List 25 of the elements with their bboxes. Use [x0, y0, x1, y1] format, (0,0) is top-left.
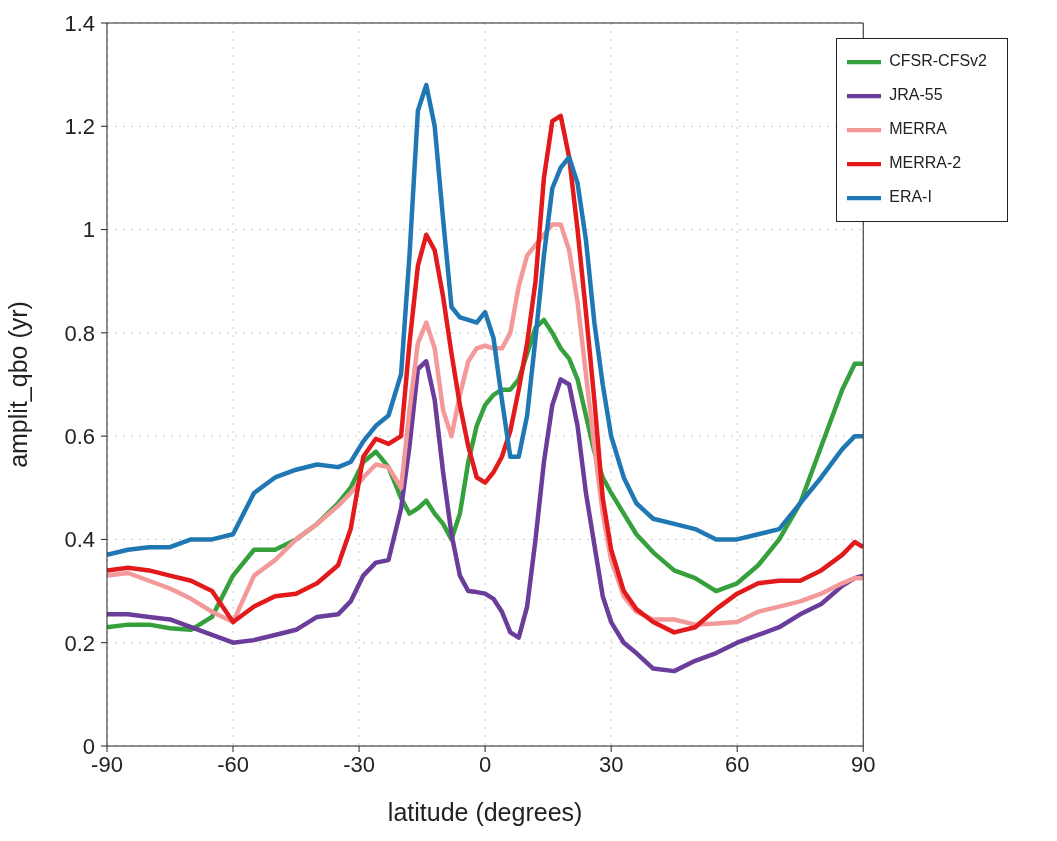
y-tick-label: 0	[82, 733, 95, 759]
line-series	[107, 222, 864, 627]
legend-label: MERRA-2	[889, 154, 962, 172]
y-tick-label: 1	[82, 217, 95, 243]
line-series	[107, 113, 864, 635]
y-tick-label: 0.8	[64, 320, 95, 346]
x-tick-label: 0	[478, 751, 492, 777]
legend-label: JRA-55	[889, 86, 943, 104]
legend-label: CFSR-CFSv2	[889, 52, 987, 70]
x-tick-label: 90	[850, 751, 876, 777]
x-axis-title: latitude (degrees)	[387, 798, 583, 826]
y-tick-label: 0.6	[64, 423, 95, 449]
x-tick-label: 30	[598, 751, 624, 777]
y-tick-label: 1.4	[64, 10, 95, 36]
line-series	[107, 82, 864, 558]
y-tick-label: 0.4	[64, 527, 95, 553]
x-tick-label: 60	[724, 751, 750, 777]
y-axis-title: amplit_qbo (yr)	[3, 301, 32, 468]
line-series	[107, 359, 864, 674]
legend-label: ERA-I	[889, 188, 932, 206]
y-tick-label: 1.2	[64, 114, 95, 140]
x-tick-label: -60	[217, 751, 249, 777]
y-tick-label: 0.2	[64, 630, 95, 656]
legend-label: MERRA	[889, 120, 947, 138]
x-tick-label: -30	[343, 751, 375, 777]
